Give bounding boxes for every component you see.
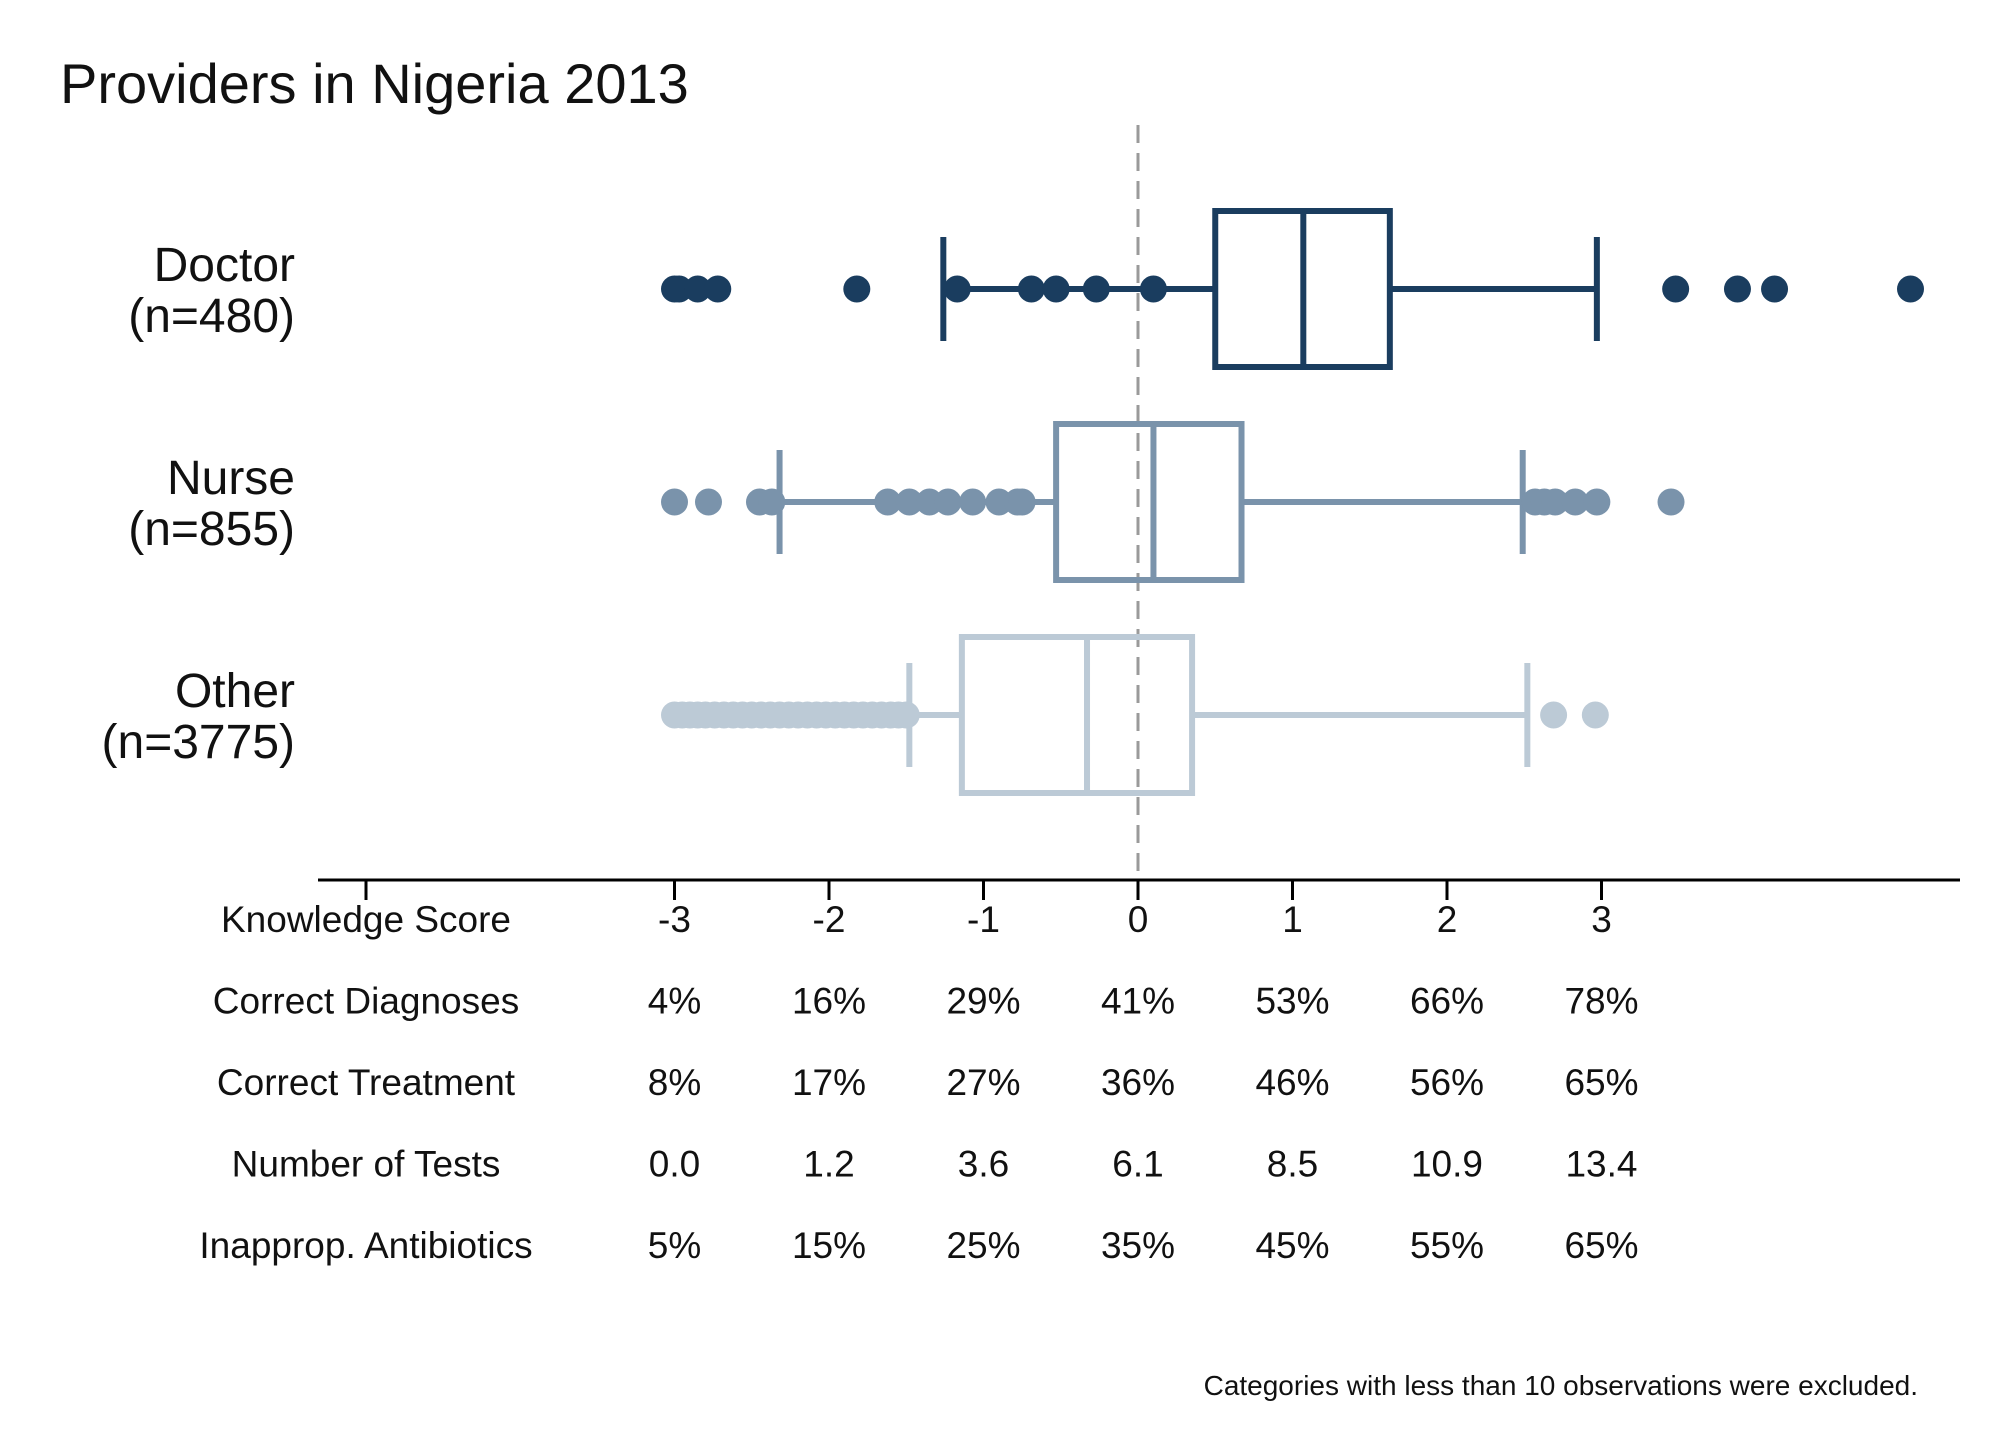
table-cell: 8% [648, 1062, 701, 1103]
outlier-point [1761, 275, 1789, 303]
group-nurse: Nurse(n=855) [128, 421, 1685, 583]
table-cell: 53% [1255, 981, 1329, 1022]
x-axis [318, 878, 1960, 900]
outlier-point [943, 275, 971, 303]
outlier-point [1662, 275, 1690, 303]
table-cell: 46% [1255, 1062, 1329, 1103]
table-row-label: Inapprop. Antibiotics [199, 1225, 532, 1266]
table-row-label: Knowledge Score [221, 899, 511, 940]
table-cell: 25% [946, 1225, 1020, 1266]
table-cell: 4% [648, 981, 701, 1022]
box-iqr [958, 634, 1196, 796]
chart-title: Providers in Nigeria 2013 [60, 52, 689, 115]
outlier-point [1897, 275, 1924, 303]
x-tick-label: 1 [1282, 899, 1303, 940]
outlier-point [704, 275, 732, 303]
group-n-label: (n=855) [128, 503, 295, 556]
group-label: Nurse [167, 452, 295, 505]
table-cell: 65% [1564, 1062, 1638, 1103]
table-cell: 29% [946, 981, 1020, 1022]
table-row: Number of Tests 0.0 1.2 3.6 6.1 8.5 10.9 13.4 [232, 1144, 1638, 1185]
table-cell: 55% [1410, 1225, 1484, 1266]
table-row: Correct Treatment 8% 17% 27% 36% 46% 56% 65% [217, 1062, 1639, 1103]
table-cell: 0.0 [649, 1144, 700, 1185]
group-n-label: (n=3775) [102, 716, 295, 769]
x-tick-label: -3 [658, 899, 691, 940]
x-tick-label: -1 [967, 899, 1000, 940]
table-cell: 78% [1564, 981, 1638, 1022]
outlier-point [1017, 275, 1045, 303]
outlier-point [843, 275, 871, 303]
outlier-point [694, 488, 722, 516]
plot-area: Doctor(n=480) Nurse(n=855) Other(n=3775) [102, 125, 1924, 875]
group-doctor: Doctor(n=480) [128, 208, 1924, 370]
x-tick-label: 0 [1128, 899, 1149, 940]
outlier-point [1139, 275, 1167, 303]
chart-note: Categories with less than 10 observation… [1204, 1370, 1918, 1401]
table-cell: 36% [1101, 1062, 1175, 1103]
outlier-point [758, 488, 786, 516]
x-tick-label: 3 [1591, 899, 1612, 940]
outlier-point [1723, 275, 1751, 303]
table-cell: 10.9 [1411, 1144, 1483, 1185]
outlier-point [959, 488, 987, 516]
table-row-label: Correct Treatment [217, 1062, 516, 1103]
outlier-point [934, 488, 962, 516]
table-cell: 35% [1101, 1225, 1175, 1266]
outlier-point [661, 488, 688, 516]
table-cell: 41% [1101, 981, 1175, 1022]
outlier-point [665, 275, 693, 303]
outlier-point [1008, 488, 1036, 516]
table-cell: 8.5 [1267, 1144, 1318, 1185]
outlier-point [1583, 488, 1611, 516]
x-tick-label: -2 [813, 899, 846, 940]
outlier-point [1042, 275, 1070, 303]
summary-table: Knowledge Score -3 -2 -1 0 1 2 3 Correct Diagnos… [199, 899, 1638, 1266]
table-row-label: Correct Diagnoses [213, 981, 519, 1022]
group-label: Other [175, 665, 295, 718]
outlier-point [915, 488, 943, 516]
table-cell: 3.6 [958, 1144, 1009, 1185]
table-row-label: Number of Tests [232, 1144, 501, 1185]
outlier-point [892, 701, 920, 729]
outlier-point [874, 488, 902, 516]
outlier-point [895, 488, 923, 516]
x-tick-label: 2 [1437, 899, 1458, 940]
group-label: Doctor [154, 239, 295, 292]
table-cell: 45% [1255, 1225, 1329, 1266]
table-row: Inapprop. Antibiotics 5% 15% 25% 35% 45% 55% 65… [199, 1225, 1638, 1266]
outlier-point [1581, 701, 1609, 729]
group-other: Other(n=3775) [102, 634, 1609, 796]
outlier-point [1540, 701, 1568, 729]
group-n-label: (n=480) [128, 290, 295, 343]
outlier-point [1657, 488, 1685, 516]
table-row: Correct Diagnoses 4% 16% 29% 41% 53% 66% 78% [213, 981, 1639, 1022]
outlier-point [985, 488, 1013, 516]
table-cell: 6.1 [1112, 1144, 1163, 1185]
outlier-point [1082, 275, 1110, 303]
table-cell: 65% [1564, 1225, 1638, 1266]
table-cell: 1.2 [803, 1144, 854, 1185]
outlier-point [1561, 488, 1589, 516]
outlier-point [1541, 488, 1569, 516]
box-iqr [1053, 421, 1245, 583]
table-cell: 5% [648, 1225, 701, 1266]
table-cell: 15% [792, 1225, 866, 1266]
table-cell: 66% [1410, 981, 1484, 1022]
table-cell: 17% [792, 1062, 866, 1103]
table-row: Knowledge Score -3 -2 -1 0 1 2 3 [221, 899, 1612, 940]
table-cell: 56% [1410, 1062, 1484, 1103]
outlier-point [684, 275, 712, 303]
table-cell: 13.4 [1565, 1144, 1637, 1185]
table-cell: 16% [792, 981, 866, 1022]
table-cell: 27% [946, 1062, 1020, 1103]
